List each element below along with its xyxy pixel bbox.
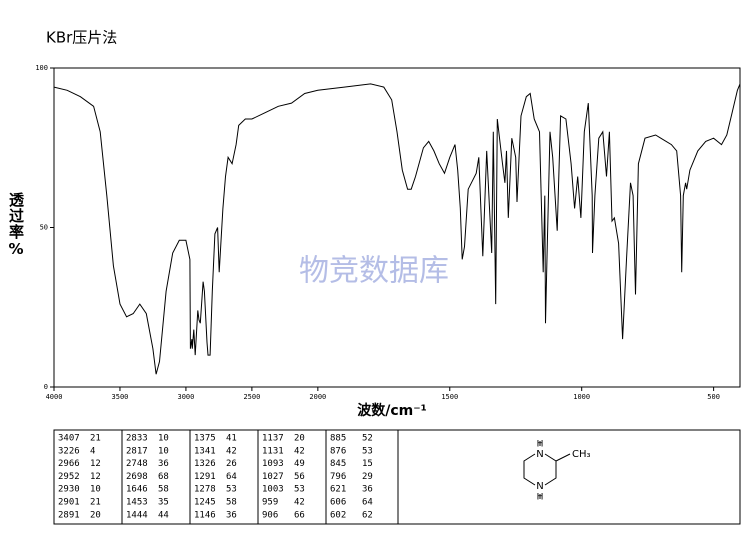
- y-tick-label: 50: [40, 224, 48, 232]
- atom-label: N: [536, 481, 543, 492]
- table-cell: 10: [90, 485, 101, 495]
- table-cell: 1453: [126, 498, 148, 508]
- x-tick-label: 2000: [309, 393, 326, 401]
- table-cell: 10: [158, 434, 169, 444]
- table-cell: 36: [362, 485, 373, 495]
- table-cell: 1326: [194, 459, 216, 469]
- table-cell: 1375: [194, 434, 216, 444]
- table-cell: 53: [362, 446, 373, 456]
- table-cell: 56: [294, 472, 305, 482]
- spectrum-line: [53, 83, 741, 375]
- table-cell: 53: [226, 485, 237, 495]
- table-cell: 26: [226, 459, 237, 469]
- table-cell: 15: [362, 459, 373, 469]
- chart-title: KBr压片法: [46, 29, 117, 47]
- table-cell: 1646: [126, 485, 148, 495]
- table-cell: 29: [362, 472, 373, 482]
- atom-label: H: [537, 440, 544, 450]
- atom-label: H: [537, 493, 544, 503]
- table-cell: 621: [330, 485, 346, 495]
- atom-label: N: [536, 449, 543, 460]
- table-cell: 959: [262, 498, 278, 508]
- table-cell: 1027: [262, 472, 284, 482]
- table-cell: 906: [262, 510, 278, 520]
- watermark: 物竞数据库: [299, 254, 449, 289]
- table-cell: 1291: [194, 472, 216, 482]
- table-cell: 12: [90, 459, 101, 469]
- table-cell: 796: [330, 472, 346, 482]
- table-cell: 885: [330, 434, 346, 444]
- atom-label: CH₃: [572, 449, 591, 460]
- table-cell: 1245: [194, 498, 216, 508]
- x-tick-label: 3500: [112, 393, 129, 401]
- table-cell: 4: [90, 446, 95, 456]
- table-cell: 42: [294, 446, 305, 456]
- table-cell: 44: [158, 510, 169, 520]
- x-tick-label: 1000: [573, 393, 590, 401]
- table-cell: 68: [158, 472, 169, 482]
- table-cell: 49: [294, 459, 305, 469]
- x-tick-label: 2500: [243, 393, 260, 401]
- structure: [523, 441, 571, 499]
- table-cell: 1003: [262, 485, 284, 495]
- table-cell: 606: [330, 498, 346, 508]
- table-cell: 20: [90, 510, 101, 520]
- x-tick-label: 500: [707, 393, 720, 401]
- table-cell: 2901: [58, 498, 80, 508]
- x-axis-label: 波数/cm⁻¹: [357, 402, 427, 419]
- table-cell: 3226: [58, 446, 80, 456]
- table-cell: 36: [158, 459, 169, 469]
- table-cell: 2748: [126, 459, 148, 469]
- table-cell: 41: [226, 434, 237, 444]
- table-cell: 42: [226, 446, 237, 456]
- table-cell: 602: [330, 510, 346, 520]
- table-cell: 53: [294, 485, 305, 495]
- x-tick-label: 1500: [441, 393, 458, 401]
- table-cell: 10: [158, 446, 169, 456]
- table-cell: 2817: [126, 446, 148, 456]
- table-cell: 58: [158, 485, 169, 495]
- table-cell: 64: [226, 472, 237, 482]
- table-cell: 66: [294, 510, 305, 520]
- table-cell: 1341: [194, 446, 216, 456]
- y-axis-label: 透过率%: [7, 192, 25, 259]
- table-cell: 1444: [126, 510, 148, 520]
- table-cell: 58: [226, 498, 237, 508]
- table-cell: 2891: [58, 510, 80, 520]
- table-cell: 1093: [262, 459, 284, 469]
- table-cell: 64: [362, 498, 373, 508]
- table-cell: 35: [158, 498, 169, 508]
- y-tick-label: 0: [44, 383, 48, 391]
- y-tick-label: 100: [35, 64, 48, 72]
- table-cell: 21: [90, 434, 101, 444]
- table-cell: 2952: [58, 472, 80, 482]
- x-tick-label: 4000: [46, 393, 63, 401]
- table-frame: [53, 429, 741, 525]
- table-cell: 1146: [194, 510, 216, 520]
- table-cell: 2930: [58, 485, 80, 495]
- bond: [523, 453, 536, 486]
- bond: [544, 453, 557, 486]
- table-cell: 2833: [126, 434, 148, 444]
- table-cell: 876: [330, 446, 346, 456]
- table-cell: 21: [90, 498, 101, 508]
- table-cell: 2966: [58, 459, 80, 469]
- bond: [555, 453, 571, 462]
- table-cell: 12: [90, 472, 101, 482]
- table-cell: 36: [226, 510, 237, 520]
- table-cell: 3407: [58, 434, 80, 444]
- x-tick-label: 3000: [177, 393, 194, 401]
- table-cell: 42: [294, 498, 305, 508]
- table-cell: 62: [362, 510, 373, 520]
- table-cell: 1131: [262, 446, 284, 456]
- table-cell: 20: [294, 434, 305, 444]
- table-cell: 2698: [126, 472, 148, 482]
- table-cell: 1278: [194, 485, 216, 495]
- table-cell: 1137: [262, 434, 284, 444]
- table-cell: 845: [330, 459, 346, 469]
- table-cell: 52: [362, 434, 373, 444]
